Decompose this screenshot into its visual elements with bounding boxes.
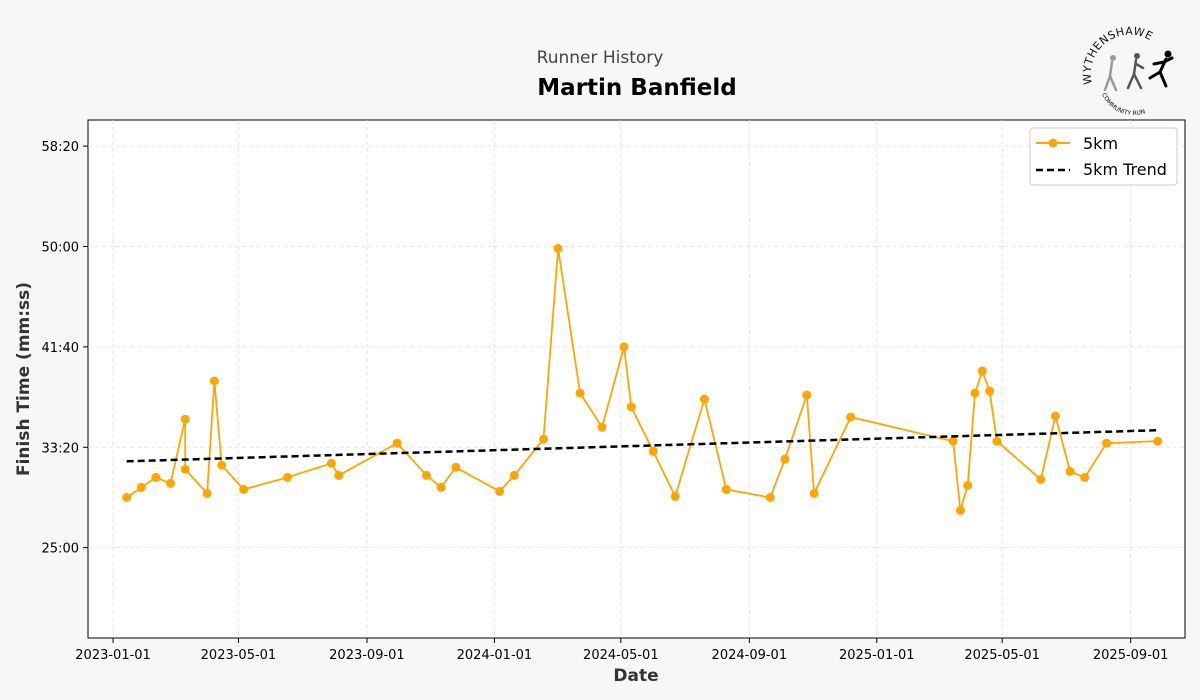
data-point-5km [699,394,709,404]
y-tick-label: 50:00 [42,240,79,255]
runner-dark-icon [1148,50,1174,88]
data-point-5km [166,478,175,488]
legend-marker-5km [1048,138,1058,148]
data-point-5km [209,376,219,386]
x-tick-label: 2025-09-01 [1093,648,1169,663]
data-point-5km [992,436,1002,446]
legend-label-5km: 5km [1083,134,1118,153]
plot-area [87,119,1186,639]
data-point-5km [136,482,146,492]
series-layer [122,244,1163,515]
grid-lines [88,120,1185,638]
data-point-5km [955,506,965,515]
x-tick-label: 2024-09-01 [712,648,788,663]
data-point-5km [239,484,249,494]
y-tick-label: 25:00 [42,542,79,557]
data-point-5km [985,386,995,396]
data-point-5km [575,388,585,398]
data-point-5km [509,470,519,480]
data-point-5km [765,493,775,502]
data-point-5km [436,482,446,492]
y-tick-label: 33:20 [42,441,79,456]
logo-text-top: WYTHENSHAWE [1080,25,1155,86]
y-axis: 25:00 33:20 41:40 50:00 58:20 [42,140,88,557]
data-point-5km [977,366,987,376]
data-point-5km [180,414,190,424]
chart-title: Martin Banfield [537,75,736,101]
data-point-5km [202,488,212,498]
data-point-5km [1102,438,1112,448]
data-point-5km [180,464,190,474]
legend: 5km 5km Trend [1029,127,1178,186]
data-point-5km [619,342,629,352]
data-point-5km [422,470,431,480]
data-point-5km [451,462,461,472]
x-tick-label: 2023-09-01 [329,648,405,663]
data-point-5km [648,446,658,456]
data-point-5km [970,388,980,398]
y-tick-label: 41:40 [42,341,79,356]
x-tick-label: 2025-01-01 [839,648,915,663]
data-point-5km [846,412,856,422]
x-axis-label: Date [613,666,658,686]
data-point-5km [217,460,227,470]
data-point-5km [948,436,958,446]
data-point-5km [151,472,161,482]
data-point-5km [780,454,790,464]
club-logo: WYTHENSHAWE COMMUNITY RUN [1080,25,1174,117]
data-point-5km [1065,466,1075,476]
data-point-5km [122,493,132,502]
x-tick-label: 2023-01-01 [75,648,151,663]
data-point-5km [809,488,819,498]
data-point-5km [597,422,607,432]
runner-mid-icon [1126,53,1145,90]
y-tick-label: 58:20 [42,140,79,155]
x-tick-label: 2024-01-01 [457,648,533,663]
y-axis-label: Finish Time (mm:ss) [14,282,34,476]
data-point-5km [963,480,973,490]
data-point-5km [326,458,336,468]
data-point-5km [1080,472,1090,482]
legend-label-trend: 5km Trend [1083,160,1167,179]
data-point-5km [721,484,731,494]
logo-text-bottom: COMMUNITY RUN [1100,92,1146,117]
runner-light-icon [1103,55,1118,92]
data-point-5km [539,434,548,444]
data-point-5km [1036,474,1046,484]
data-point-5km [283,472,292,482]
data-point-5km [670,492,680,501]
data-point-5km [802,390,812,400]
x-axis: 2023-01-01 2023-05-01 2023-09-01 2024-01-01… [75,638,1168,663]
data-point-5km [1050,411,1060,421]
data-point-5km [626,402,636,412]
x-tick-label: 2023-05-01 [201,648,277,663]
data-point-5km [1153,436,1163,446]
x-tick-label: 2024-05-01 [583,648,659,663]
x-tick-label: 2025-05-01 [964,648,1040,663]
data-point-5km [495,486,505,496]
data-point-5km [334,470,344,480]
trend-line [126,428,1158,463]
data-point-5km [553,244,563,253]
chart-subtitle: Runner History [537,48,664,68]
data-point-5km [392,438,402,448]
